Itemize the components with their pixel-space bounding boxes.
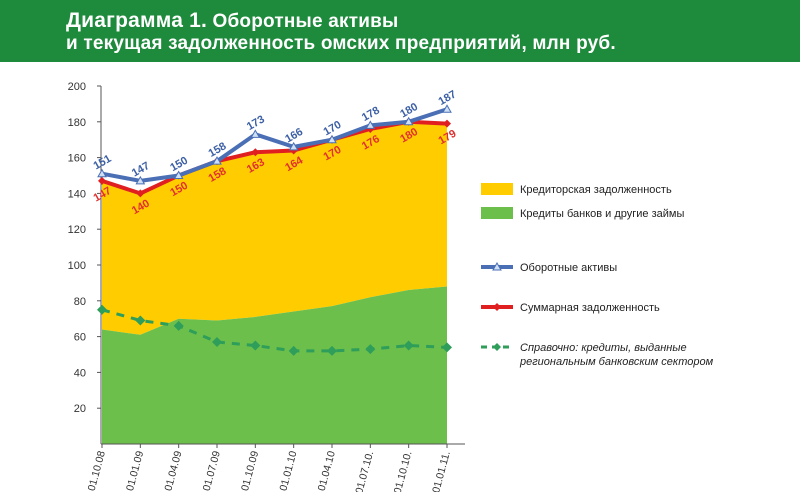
- marker-regional-bank-loans: [212, 336, 222, 347]
- area-bank-loans: [102, 286, 447, 444]
- chart-title-text: Оборотные активы: [212, 11, 399, 32]
- marker-regional-bank-loans: [135, 315, 146, 326]
- y-tick-label: 100: [68, 260, 86, 272]
- legend-label-bank-loans: Кредиты банков и другие займы: [520, 208, 684, 220]
- x-tick-label: 01.10.10.: [392, 450, 415, 492]
- marker-regional-bank-loans: [173, 320, 184, 331]
- y-tick-label: 160: [68, 153, 86, 165]
- y-tick-label: 140: [68, 188, 86, 200]
- legend-label-total-debt: Суммарная задолженность: [520, 302, 660, 314]
- y-tick-label: 60: [74, 332, 86, 344]
- y-tick-label: 120: [68, 224, 86, 236]
- marker-current-assets: [173, 170, 184, 179]
- marker-regional-bank-loans: [442, 342, 452, 353]
- data-label-current-assets: 151: [92, 153, 114, 173]
- x-tick-label: 01.01.11.: [430, 450, 453, 492]
- y-tick-label: 20: [74, 403, 86, 415]
- marker-current-assets: [327, 134, 337, 144]
- y-tick-label: 40: [74, 367, 86, 379]
- x-tick-label: 01.01.09: [124, 450, 146, 492]
- y-tick-label: 80: [74, 296, 86, 308]
- legend-marker-total-debt: [493, 303, 501, 311]
- chart-title-line-1: Диаграмма 1. Оборотные активы: [66, 9, 398, 33]
- x-tick-label: 01.10.09: [239, 450, 261, 492]
- chart-title-prefix: Диаграмма 1.: [66, 9, 208, 32]
- x-tick-label: 01.01.10: [277, 450, 299, 492]
- marker-current-assets: [365, 120, 376, 129]
- data-label-current-assets: 166: [283, 126, 305, 146]
- data-label-current-assets: 173: [245, 113, 267, 133]
- marker-regional-bank-loans: [365, 344, 376, 355]
- marker-current-assets: [442, 104, 452, 113]
- marker-current-assets: [97, 168, 107, 178]
- y-tick-label: 180: [68, 117, 86, 129]
- marker-current-assets: [403, 116, 414, 126]
- marker-current-assets: [250, 129, 261, 138]
- marker-total-debt: [136, 189, 145, 198]
- line-current-assets: [101, 107, 448, 183]
- legend-marker-regional-bank-loans: [493, 343, 501, 351]
- area-creditor-debt: [102, 121, 447, 335]
- marker-current-assets: [212, 156, 222, 165]
- data-label-current-assets: 178: [360, 104, 382, 124]
- marker-total-debt: [251, 148, 260, 157]
- marker-regional-bank-loans: [97, 304, 107, 315]
- chart-title-line-2: и текущая задолженность омских предприят…: [66, 33, 616, 54]
- y-tick-label: 200: [68, 81, 86, 93]
- marker-regional-bank-loans: [250, 340, 261, 351]
- legend-swatch-creditor-debt: [481, 183, 513, 195]
- chart-title-banner: Диаграмма 1. Оборотные активы и текущая …: [0, 0, 800, 62]
- x-tick-label: 01.10.08: [86, 450, 108, 492]
- marker-regional-bank-loans: [288, 345, 299, 356]
- legend-label-current-assets: Оборотные активы: [520, 262, 617, 274]
- x-tick-label: 01.04.09: [162, 450, 184, 492]
- x-tick-label: 01.07.10.: [353, 450, 376, 492]
- legend-label-regional-bank-loans-line-2: региональным банковским сектором: [519, 356, 714, 368]
- x-tick-label: 01.07.09: [201, 450, 223, 492]
- area-chart: 20 40 60 80 100 120 140 160 180 200 01.10.08 01.01.…: [68, 81, 714, 492]
- legend-marker-current-assets: [492, 261, 502, 271]
- marker-total-debt: [98, 176, 106, 185]
- data-label-current-assets: 187: [437, 88, 459, 108]
- x-tick-label: 01.04.10: [316, 450, 338, 492]
- data-label-current-assets: 147: [130, 160, 152, 180]
- marker-current-assets: [288, 141, 299, 151]
- marker-current-assets: [135, 175, 146, 185]
- legend-swatch-bank-loans: [481, 207, 513, 219]
- marker-total-debt: [443, 119, 451, 128]
- legend-label-regional-bank-loans-line-1: Справочно: кредиты, выданные: [520, 342, 687, 354]
- legend-label-creditor-debt: Кредиторская задолженность: [520, 184, 672, 196]
- marker-regional-bank-loans: [403, 340, 414, 351]
- marker-regional-bank-loans: [327, 345, 337, 356]
